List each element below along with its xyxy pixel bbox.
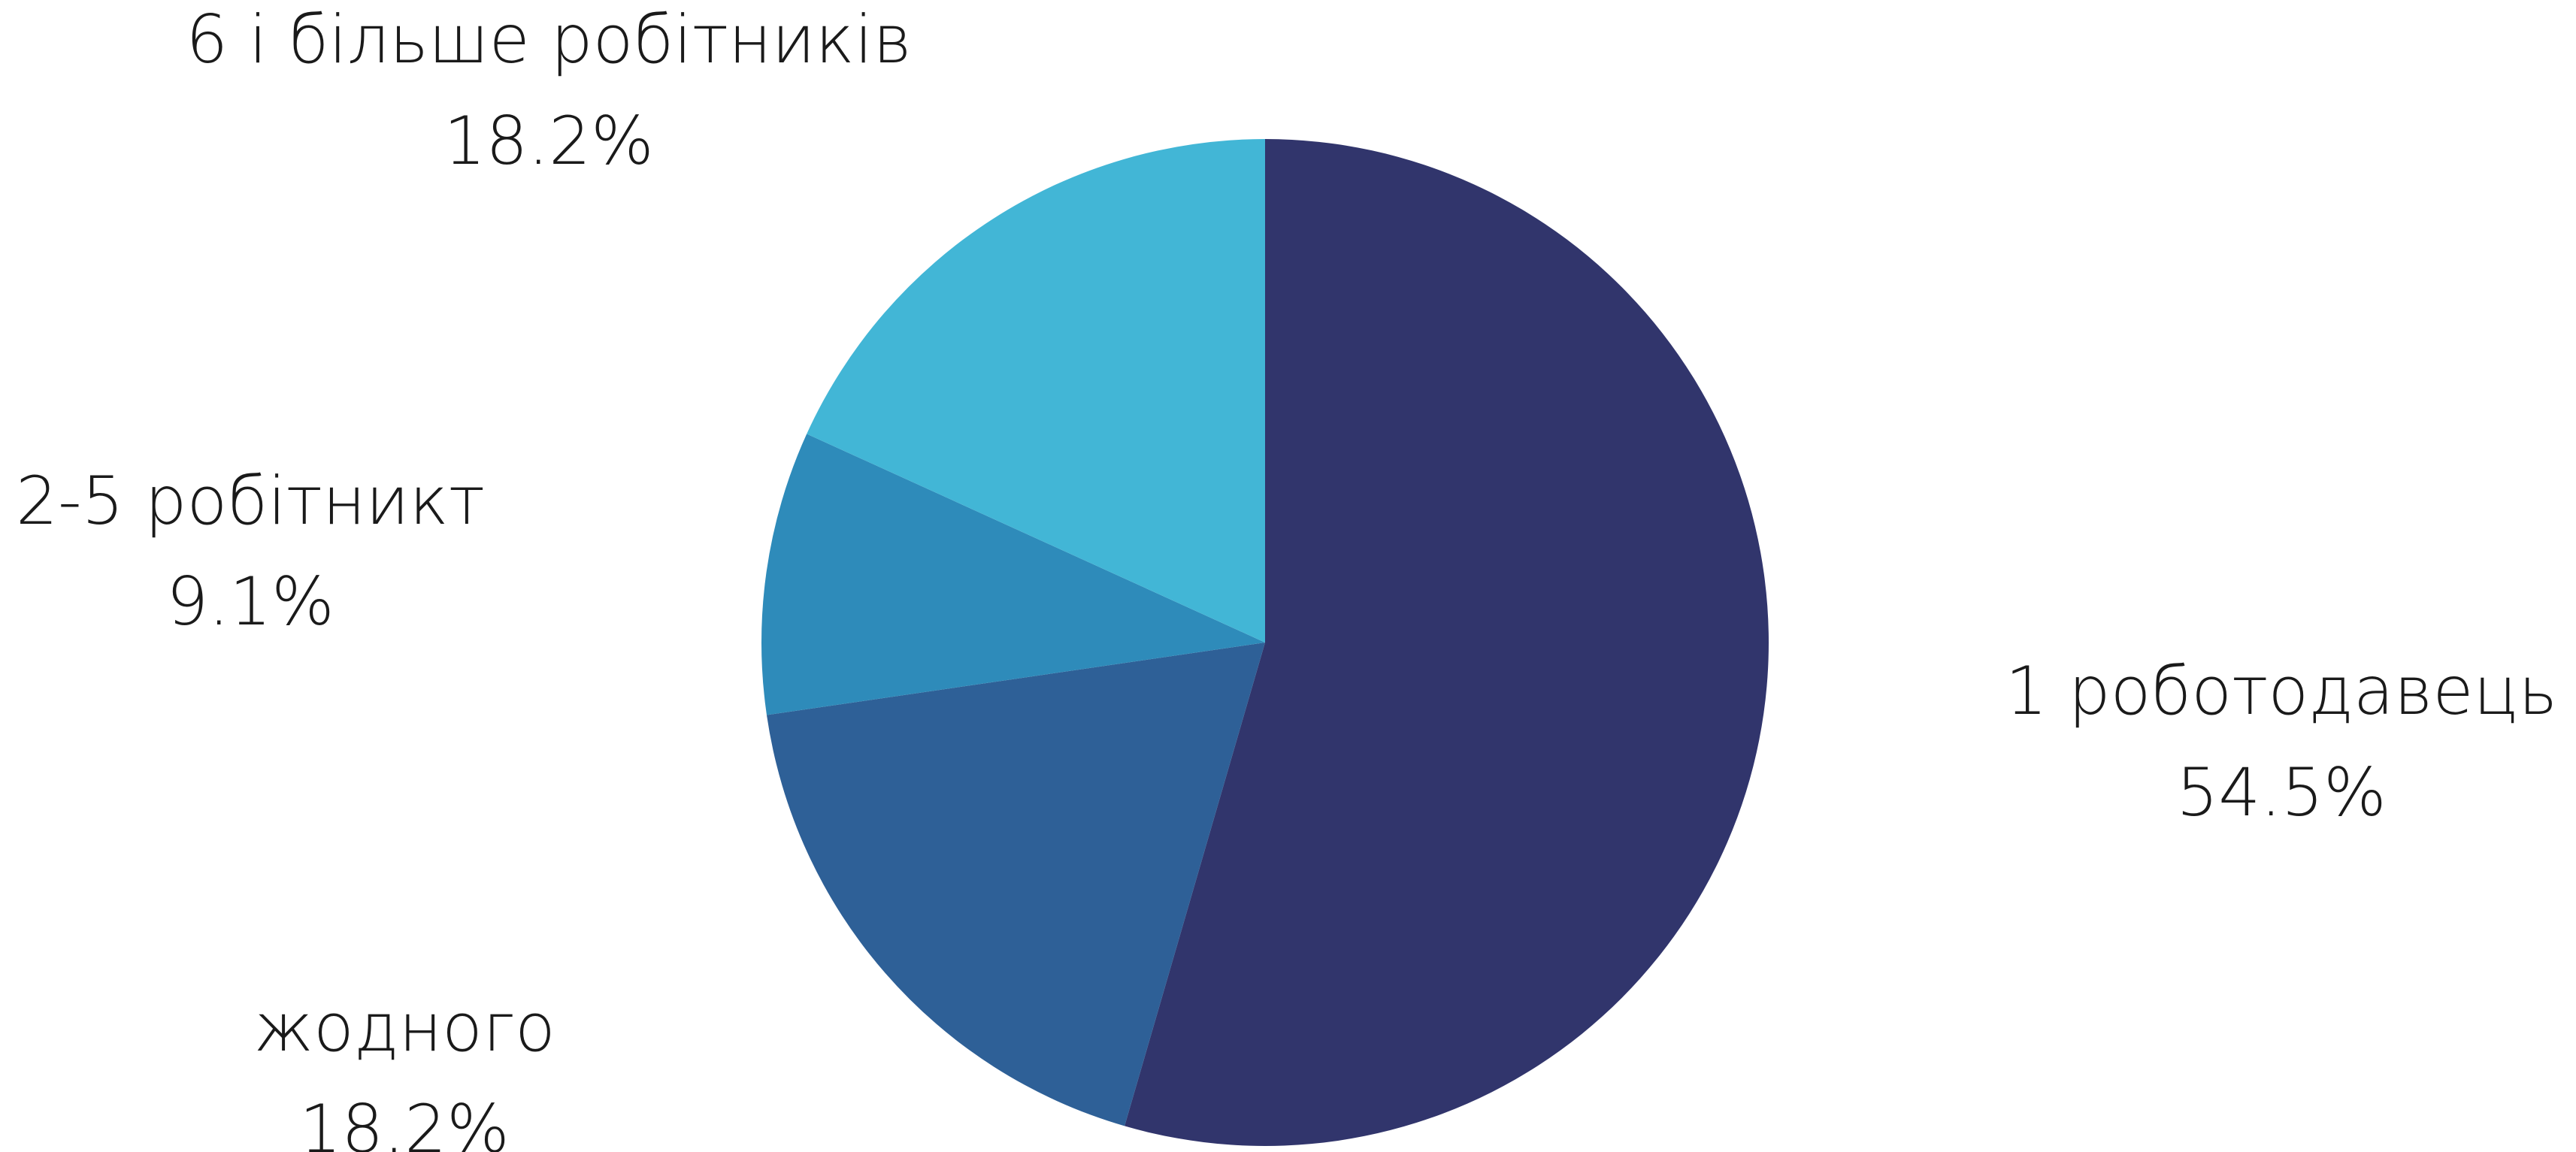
slice-value-none: 18.2%: [299, 1090, 510, 1152]
slice-label-2-5-workers: 2-5 робітникт: [16, 462, 485, 540]
slice-label-1-employer: 1 роботодавець: [2005, 652, 2557, 730]
pie-slices: [761, 139, 1769, 1146]
slice-none: [766, 643, 1265, 1126]
slice-2-5-workers: [761, 434, 1265, 715]
slice-value-6-plus-workers: 18.2%: [443, 102, 654, 180]
slice-value-1-employer: 54.5%: [2176, 754, 2387, 831]
slice-label-none: жодного: [253, 989, 555, 1066]
slice-label-6-plus-workers: 6 і більше робітників: [186, 1, 912, 78]
slice-1-employer: [1125, 139, 1769, 1146]
slice-value-2-5-workers: 9.1%: [166, 563, 334, 640]
slice-6-plus-workers: [807, 139, 1265, 643]
